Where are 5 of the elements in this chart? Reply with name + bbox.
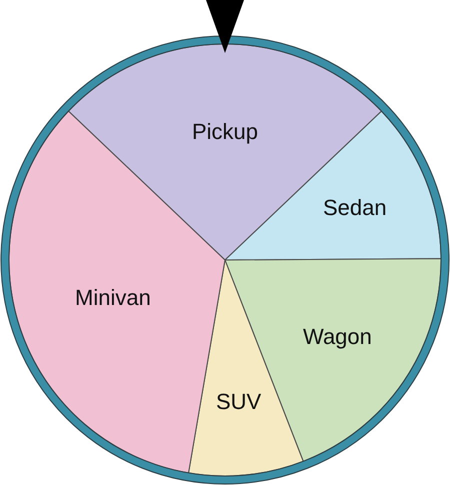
slice-label: Pickup <box>192 119 258 144</box>
slice-label: Minivan <box>75 285 151 310</box>
slice-label: Sedan <box>323 195 387 220</box>
slice-label: Wagon <box>303 324 372 349</box>
slice-label: SUV <box>216 389 262 414</box>
